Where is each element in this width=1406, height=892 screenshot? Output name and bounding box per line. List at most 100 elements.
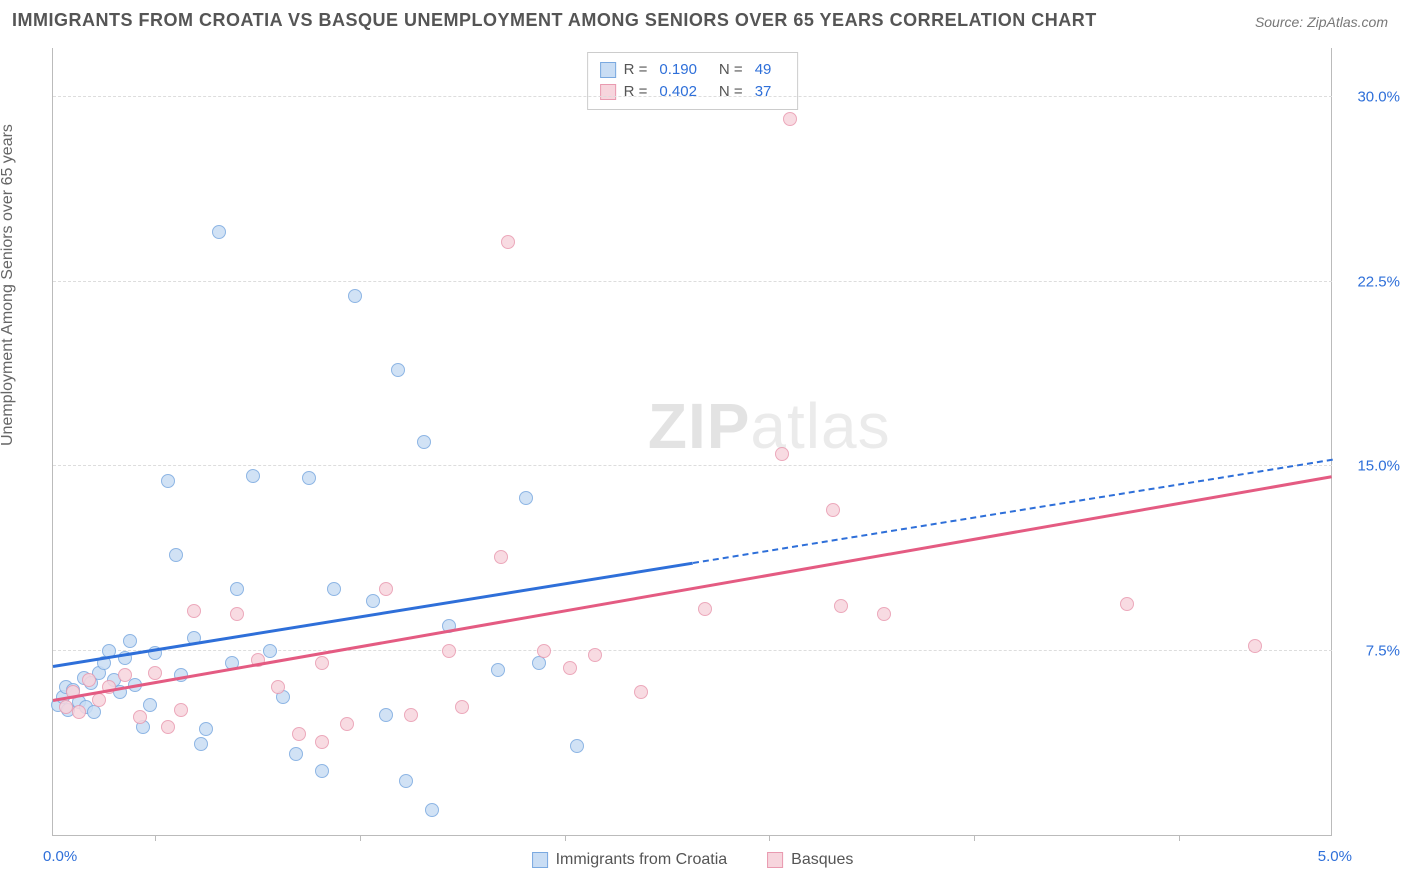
data-point-basque xyxy=(148,666,162,680)
data-point-croatia xyxy=(417,435,431,449)
data-point-basque xyxy=(826,503,840,517)
y-tick-label: 15.0% xyxy=(1357,458,1400,475)
r-value-croatia: 0.190 xyxy=(655,59,711,81)
data-point-basque xyxy=(340,717,354,731)
x-tick-mark xyxy=(360,835,361,841)
x-tick-mark xyxy=(565,835,566,841)
chart-container: IMMIGRANTS FROM CROATIA VS BASQUE UNEMPL… xyxy=(0,0,1406,892)
data-point-basque xyxy=(174,703,188,717)
legend-item-basque: Basques xyxy=(767,851,853,869)
data-point-croatia xyxy=(425,803,439,817)
data-point-basque xyxy=(315,735,329,749)
data-point-basque xyxy=(1120,597,1134,611)
data-point-croatia xyxy=(315,764,329,778)
data-point-croatia xyxy=(491,663,505,677)
data-point-basque xyxy=(230,607,244,621)
gridline xyxy=(53,465,1332,466)
data-point-croatia xyxy=(348,289,362,303)
y-tick-label: 7.5% xyxy=(1366,642,1400,659)
legend-label-basque: Basques xyxy=(791,851,853,869)
corr-row-croatia: R = 0.190 N = 49 xyxy=(600,59,786,81)
plot-area: ZIPatlas R = 0.190 N = 49 R = 0.402 N = … xyxy=(52,48,1332,836)
data-point-basque xyxy=(494,550,508,564)
n-value-basque: 37 xyxy=(751,81,786,103)
data-point-basque xyxy=(92,693,106,707)
data-point-basque xyxy=(588,648,602,662)
x-tick-mark xyxy=(974,835,975,841)
right-axis-line xyxy=(1331,48,1332,835)
data-point-croatia xyxy=(399,774,413,788)
data-point-basque xyxy=(133,710,147,724)
gridline xyxy=(53,650,1332,651)
chart-title: IMMIGRANTS FROM CROATIA VS BASQUE UNEMPL… xyxy=(12,10,1097,31)
data-point-basque xyxy=(271,680,285,694)
source-label: Source: ZipAtlas.com xyxy=(1255,14,1388,30)
data-point-basque xyxy=(455,700,469,714)
data-point-croatia xyxy=(532,656,546,670)
data-point-basque xyxy=(292,727,306,741)
corr-row-basque: R = 0.402 N = 37 xyxy=(600,81,786,103)
y-tick-label: 30.0% xyxy=(1357,89,1400,106)
data-point-croatia xyxy=(379,708,393,722)
data-point-croatia xyxy=(194,737,208,751)
data-point-croatia xyxy=(143,698,157,712)
gridline xyxy=(53,96,1332,97)
r-value-basque: 0.402 xyxy=(655,81,711,103)
data-point-basque xyxy=(72,705,86,719)
data-point-croatia xyxy=(161,474,175,488)
series-legend: Immigrants from Croatia Basques xyxy=(532,851,854,869)
data-point-basque xyxy=(634,685,648,699)
data-point-basque xyxy=(537,644,551,658)
data-point-croatia xyxy=(246,469,260,483)
swatch-basque xyxy=(600,84,616,100)
n-label-2: N = xyxy=(719,81,743,103)
x-tick-mark xyxy=(155,835,156,841)
legend-swatch-croatia xyxy=(532,852,548,868)
watermark-bold: ZIP xyxy=(648,390,751,462)
gridline xyxy=(53,281,1332,282)
data-point-croatia xyxy=(570,739,584,753)
data-point-basque xyxy=(563,661,577,675)
x-tick-mark xyxy=(1179,835,1180,841)
data-point-basque xyxy=(379,582,393,596)
data-point-croatia xyxy=(230,582,244,596)
data-point-croatia xyxy=(366,594,380,608)
data-point-basque xyxy=(404,708,418,722)
r-label-2: R = xyxy=(624,81,648,103)
data-point-basque xyxy=(501,235,515,249)
swatch-croatia xyxy=(600,62,616,78)
legend-label-croatia: Immigrants from Croatia xyxy=(556,851,728,869)
watermark-light: atlas xyxy=(750,390,890,462)
n-value-croatia: 49 xyxy=(751,59,786,81)
legend-item-croatia: Immigrants from Croatia xyxy=(532,851,728,869)
trend-line-basque xyxy=(53,475,1333,702)
data-point-basque xyxy=(82,673,96,687)
data-point-croatia xyxy=(391,363,405,377)
data-point-basque xyxy=(775,447,789,461)
correlation-legend: R = 0.190 N = 49 R = 0.402 N = 37 xyxy=(587,52,799,110)
data-point-croatia xyxy=(123,634,137,648)
data-point-croatia xyxy=(87,705,101,719)
legend-swatch-basque xyxy=(767,852,783,868)
data-point-basque xyxy=(118,668,132,682)
data-point-croatia xyxy=(289,747,303,761)
data-point-basque xyxy=(315,656,329,670)
data-point-croatia xyxy=(199,722,213,736)
data-point-basque xyxy=(783,112,797,126)
data-point-basque xyxy=(834,599,848,613)
data-point-basque xyxy=(161,720,175,734)
data-point-croatia xyxy=(302,471,316,485)
data-point-croatia xyxy=(519,491,533,505)
data-point-basque xyxy=(442,644,456,658)
data-point-basque xyxy=(698,602,712,616)
data-point-basque xyxy=(1248,639,1262,653)
x-max-label: 5.0% xyxy=(1318,848,1352,865)
y-tick-label: 22.5% xyxy=(1357,273,1400,290)
x-zero-label: 0.0% xyxy=(43,848,77,865)
data-point-basque xyxy=(877,607,891,621)
n-label: N = xyxy=(719,59,743,81)
r-label: R = xyxy=(624,59,648,81)
data-point-croatia xyxy=(263,644,277,658)
data-point-croatia xyxy=(169,548,183,562)
watermark: ZIPatlas xyxy=(648,389,891,463)
